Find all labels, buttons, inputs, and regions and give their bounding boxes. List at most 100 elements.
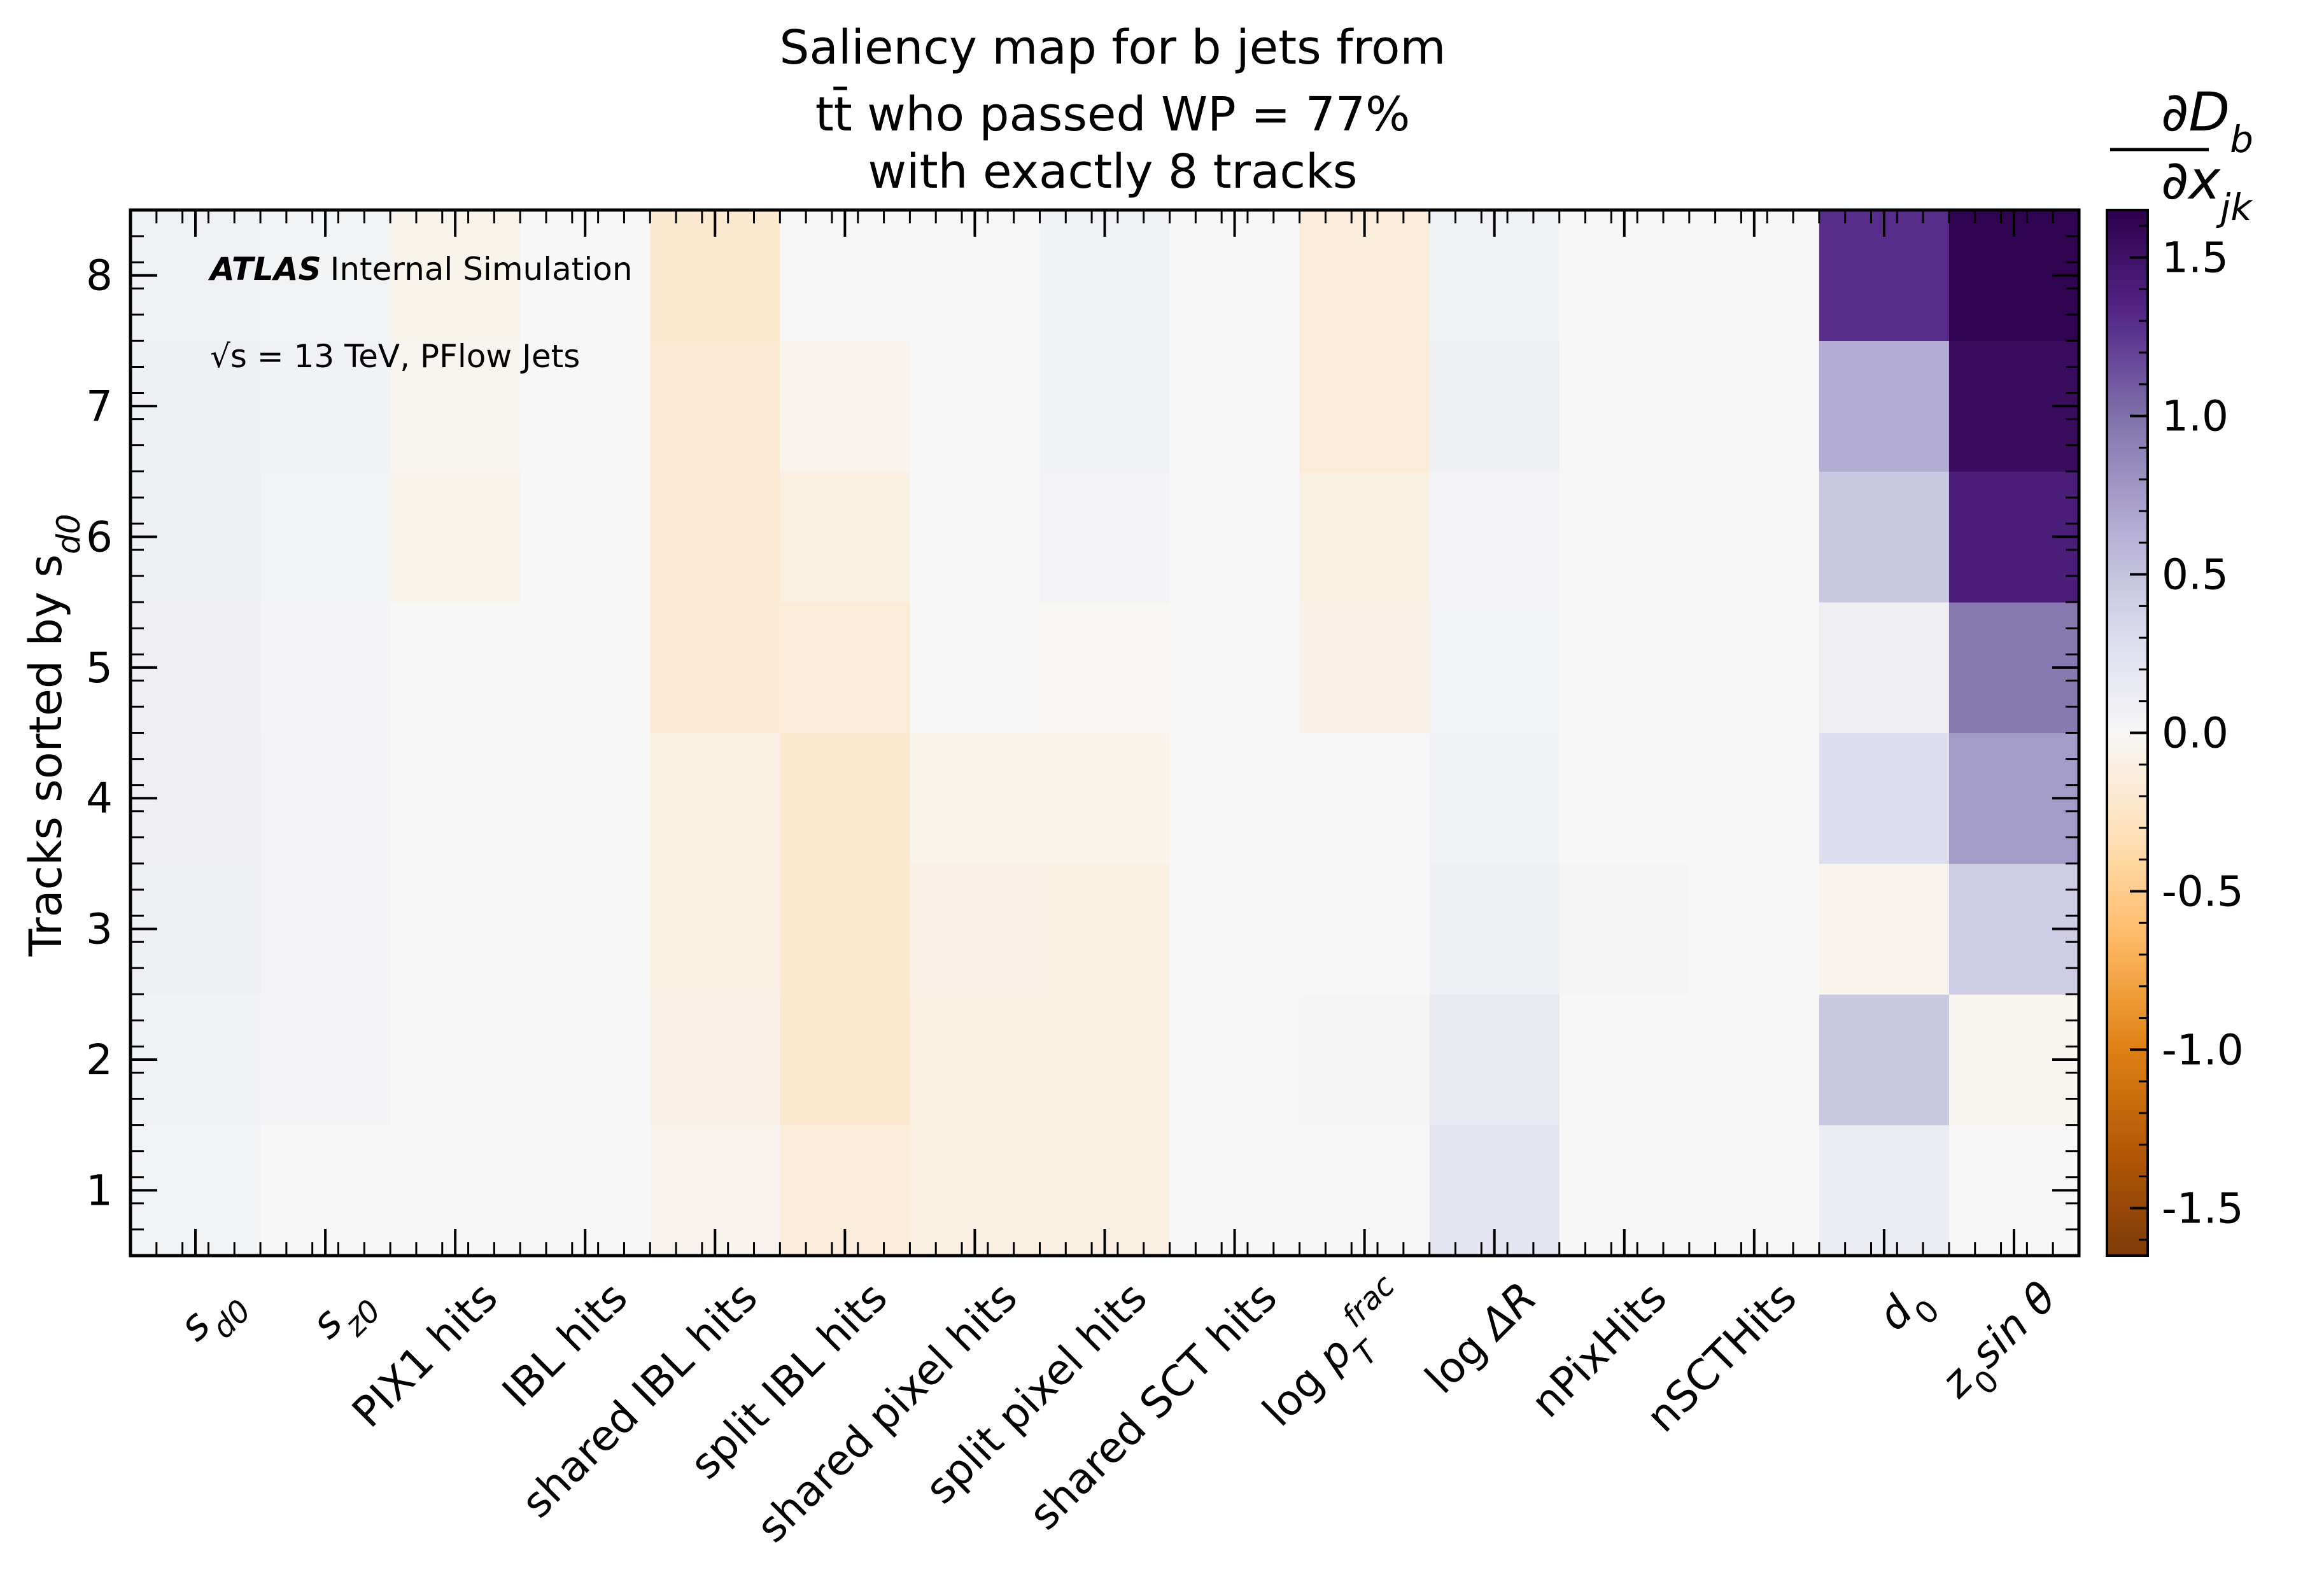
y-tick-label: 4 [86,774,113,823]
heatmap-cell [1299,602,1430,734]
atlas-annotation: ATLAS Internal Simulation √s = 13 TeV, PF… [208,251,633,375]
colorbar-title-denominator: ∂xjk [2161,149,2253,229]
x-category-label: sd0 [169,1273,258,1361]
heatmap-cell [1039,863,1171,995]
heatmap-cell [910,340,1041,472]
heatmap-cell [650,732,780,864]
x-category-label: shared SCT hits [1020,1273,1286,1539]
heatmap-cell [1559,471,1690,603]
x-category-label: log ΔR [1416,1273,1546,1403]
heatmap-cell [390,994,521,1126]
x-category-label: split pixel hits [916,1273,1157,1513]
y-tick-label: 6 [86,512,113,561]
colorbar-tick-label: 0.0 [2162,709,2229,758]
colorbar-title-numerator: ∂Db [2161,81,2253,161]
heatmap-cell [650,602,780,734]
heatmap-cell [1169,732,1300,864]
heatmap-cell [1559,732,1690,864]
heatmap-cell [390,602,521,734]
heatmap-cell [650,994,780,1126]
heatmap-cell [1689,602,1820,734]
heatmap-cell [1169,602,1300,734]
heatmap-cell [520,340,651,472]
heatmap-cell [1819,732,1950,864]
x-category-label: shared IBL hits [512,1273,767,1527]
x-category-label: PIX1 hits [342,1273,507,1437]
heatmap-cell [1039,471,1171,603]
heatmap-cell [1819,602,1950,734]
heatmap-cell [1299,994,1430,1126]
chart-title: Saliency map for b jets from tt̄ who pas… [780,20,1446,199]
heatmap-cell [1559,602,1690,734]
energy-label: √s = 13 TeV, PFlow Jets [210,338,580,375]
colorbar-title: ∂Db ∂xjk [2110,81,2253,229]
heatmap-cell [1819,994,1950,1126]
colorbar: 1.5 1.0 0.5 0.0 -0.5 -1.0 -1.5 ∂Db ∂xjk [2106,81,2253,1257]
heatmap-cell [1429,602,1560,734]
y-tick-label: 8 [86,251,113,300]
heatmap-cell [650,471,780,603]
title-line-2: tt̄ who passed WP = 77% [815,87,1411,142]
heatmap-cell [1819,471,1950,603]
x-category-label: log pTfrac [1248,1268,1427,1447]
heatmap-cell [1039,732,1171,864]
heatmap-cell [1429,340,1560,472]
heatmap-cell [780,602,910,734]
heatmap-cell [1169,340,1300,472]
heatmap-cell [390,732,521,864]
title-line-1: Saliency map for b jets from [780,20,1446,75]
heatmap-cell [910,732,1041,864]
y-tick-labels: 1 2 3 4 5 6 7 8 [86,251,113,1216]
colorbar-tick-label: 0.5 [2162,550,2229,599]
y-tick-label: 5 [86,643,113,692]
heatmap-cell [1689,994,1820,1126]
atlas-label: ATLAS [208,251,321,288]
heatmap-cell [390,340,521,472]
heatmap-cell [650,863,780,995]
heatmap-cell [260,863,391,995]
heatmap-cell [520,471,651,603]
heatmap-cell [1559,340,1690,472]
heatmap-cell [1299,471,1430,603]
y-tick-label: 3 [86,905,113,954]
y-axis-label: Tracks sorted by sd0 [20,514,87,957]
heatmap-cell [520,863,651,995]
heatmap-cell [780,340,910,472]
colorbar-tick-label: -1.5 [2162,1184,2244,1233]
colorbar-tick-label: -1.0 [2162,1025,2244,1074]
heatmap-cell [520,602,651,734]
heatmap-cell [1169,471,1300,603]
heatmap-cell [1169,863,1300,995]
atlas-status: Internal Simulation [330,251,633,288]
heatmap-cell [650,340,780,472]
heatmap-cell [1039,602,1171,734]
heatmap-cell [520,994,651,1126]
heatmap-cell [1429,471,1560,603]
y-tick-label: 7 [86,382,113,431]
x-category-label: d0 [1869,1273,1947,1351]
heatmap-cell [780,863,910,995]
heatmap-cell [260,994,391,1126]
heatmap-cell [390,863,521,995]
heatmap-cell [1429,863,1560,995]
heatmap-cell [1559,863,1690,995]
heatmap-cell [910,602,1041,734]
heatmap-cell [260,340,391,472]
heatmap-cell [1039,340,1171,472]
heatmap-cell [1819,340,1950,472]
heatmap-cell [780,732,910,864]
y-tick-label: 2 [86,1035,113,1084]
heatmap-cell [910,471,1041,603]
colorbar-tick-label: 1.5 [2162,234,2229,283]
heatmap-cell [1689,732,1820,864]
heatmap-cell [1299,863,1430,995]
heatmap-cell [1559,994,1690,1126]
heatmap-cell [260,602,391,734]
heatmap-cell [260,732,391,864]
heatmap-cell [910,994,1041,1126]
heatmap-cell [1819,863,1950,995]
heatmap-cell [1299,732,1430,864]
